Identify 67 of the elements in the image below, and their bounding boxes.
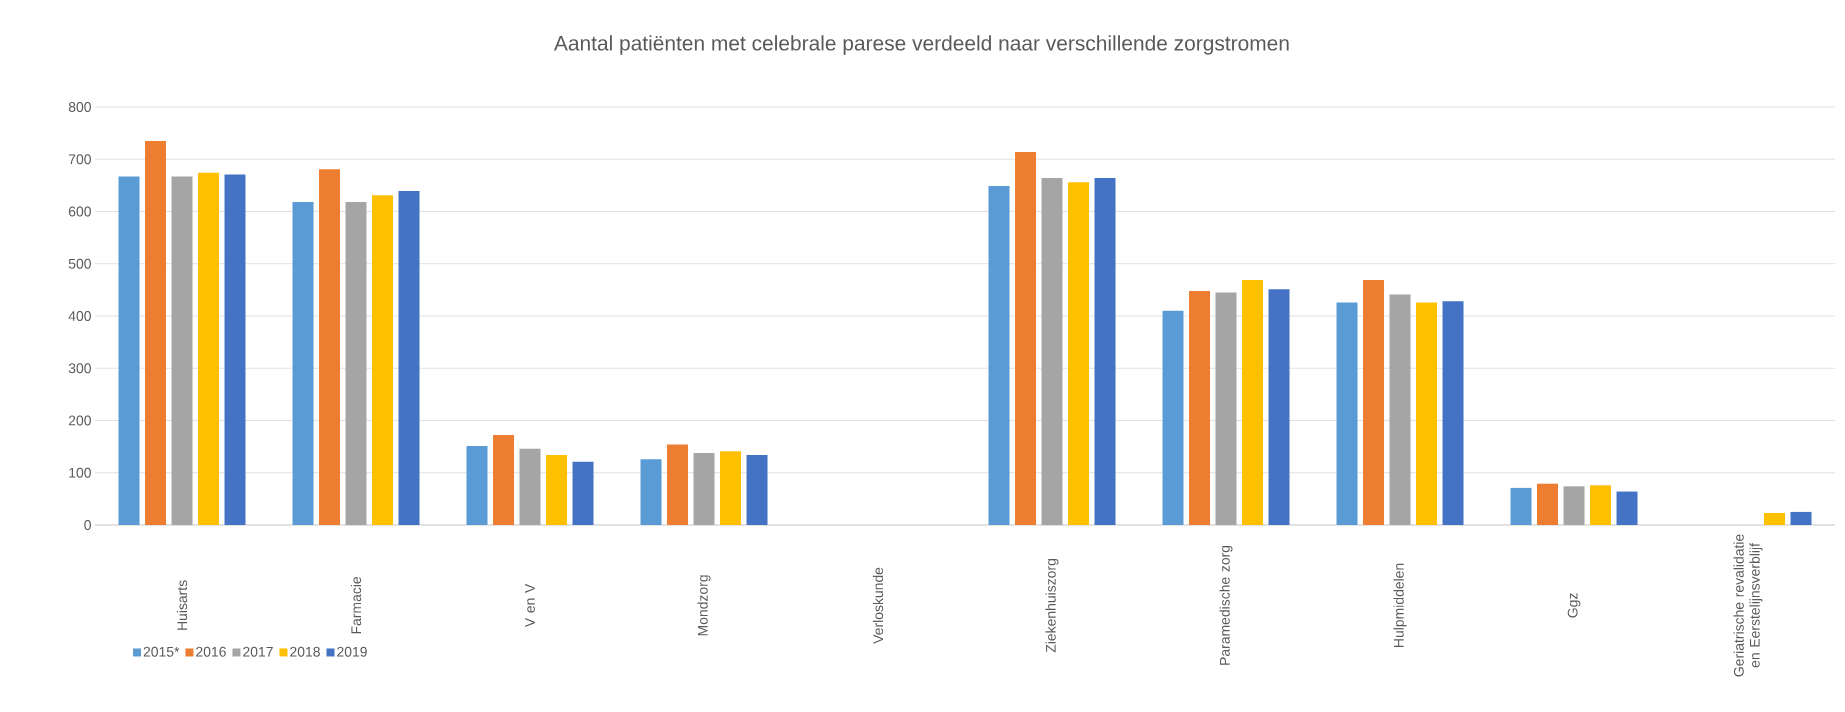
bar [519, 448, 541, 525]
x-tick-label: V en V [525, 583, 535, 628]
y-tick-label: 400 [68, 311, 91, 321]
bar [1015, 151, 1037, 525]
bar [1416, 302, 1438, 525]
x-tick-label: Mondzorg [697, 575, 711, 636]
legend-label: 2018 [290, 646, 320, 657]
y-tick-label: 800 [68, 102, 91, 112]
y-tick-label: 200 [68, 415, 91, 426]
bar [171, 176, 193, 525]
bar [145, 140, 167, 525]
bar [398, 191, 420, 525]
x-tick-label: Huisarts [176, 580, 188, 630]
bar [746, 454, 768, 525]
bar [1363, 279, 1385, 525]
bar [1764, 512, 1786, 525]
bar [1189, 290, 1211, 525]
bar [1563, 486, 1585, 525]
bar [988, 185, 1010, 525]
bar [640, 459, 662, 525]
chart-title: Aantal patiënten met celebrale parese verdeeld naar verschillende zorgstromen [553, 35, 1289, 55]
bar [198, 172, 220, 525]
x-tick-label: Ziekenhuiszorg [1045, 559, 1059, 653]
bar [1162, 310, 1184, 525]
bar [345, 202, 367, 525]
y-tick-label: 500 [68, 258, 91, 269]
bar [1442, 301, 1464, 525]
bar [1537, 483, 1559, 525]
bar [546, 454, 568, 525]
x-tick-label: Farmacie [350, 577, 362, 634]
y-tick-label: 0 [84, 520, 91, 530]
bar [1068, 182, 1090, 525]
y-tick-label: 700 [68, 154, 91, 165]
bar [572, 461, 594, 525]
legend-label: 2019 [337, 646, 367, 657]
bar [1041, 178, 1063, 525]
x-tick-label: Ggz [1567, 593, 1581, 618]
bar [118, 176, 140, 525]
x-tick-label: Geriatrische revalidatie en Eerstelijnsverblijf [1733, 534, 1763, 677]
bar [1510, 487, 1532, 525]
bar [693, 452, 715, 525]
bar [372, 195, 394, 525]
bar [1389, 294, 1411, 525]
y-tick-label: 300 [68, 363, 91, 374]
x-tick-label: Paramedische zorg [1219, 545, 1233, 665]
bar [319, 169, 341, 525]
bar [493, 435, 515, 525]
bar [1590, 485, 1612, 525]
x-tick-label: Verloskunde [872, 567, 884, 644]
bar [667, 444, 689, 525]
bar [1336, 302, 1358, 525]
bar [1215, 292, 1237, 525]
bar [1242, 279, 1264, 525]
bar [224, 174, 246, 525]
bar [1094, 178, 1116, 525]
y-tick-label: 600 [68, 206, 91, 217]
bar [1790, 511, 1812, 525]
bar [720, 451, 742, 525]
legend-label: 2016 [196, 646, 226, 657]
bar [1616, 491, 1638, 525]
legend-label: 2017 [243, 646, 273, 657]
legend-label: 2015* [143, 646, 180, 657]
bar [292, 202, 314, 525]
bar [1268, 289, 1290, 525]
bar [466, 446, 488, 525]
x-tick-label: Hulpmiddelen [1393, 563, 1407, 647]
y-tick-label: 100 [69, 467, 91, 478]
